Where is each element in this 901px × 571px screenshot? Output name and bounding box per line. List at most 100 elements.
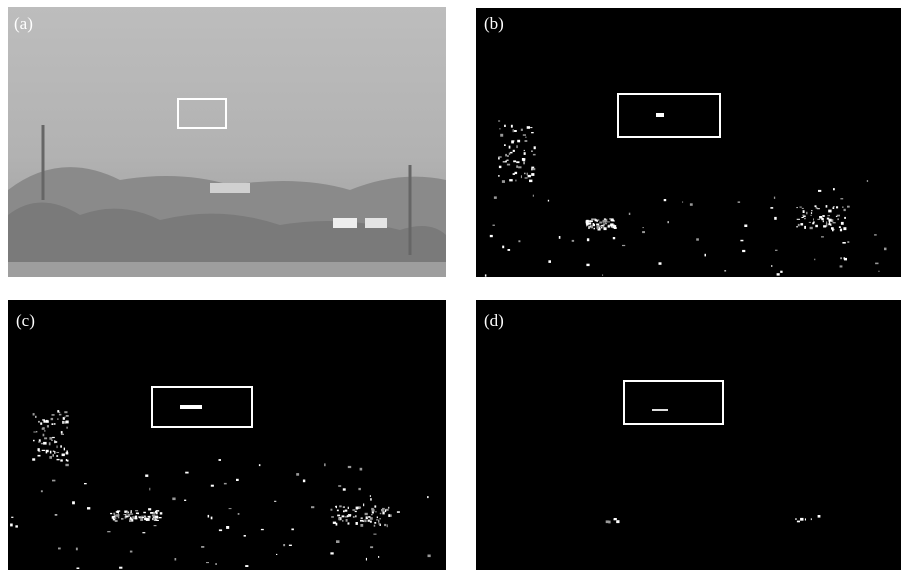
noise-speck [530, 127, 532, 128]
noise-speck [33, 432, 36, 433]
noise-speck [586, 223, 588, 226]
noise-speck [516, 161, 519, 163]
noise-speck [57, 446, 58, 449]
noise-speck [49, 437, 52, 440]
noise-speck [44, 430, 45, 431]
noise-speck [343, 510, 345, 512]
noise-speck [43, 420, 46, 422]
noise-speck [616, 518, 617, 520]
noise-speck [604, 218, 606, 219]
noise-speck [533, 168, 536, 170]
noise-speck [511, 125, 513, 128]
noise-speck [337, 510, 339, 512]
noise-speck [152, 515, 155, 517]
noise-speck [616, 520, 619, 523]
noise-speck [125, 514, 126, 517]
noise-speck [57, 459, 60, 460]
noise-speck [811, 210, 812, 211]
noise-speck [121, 518, 124, 520]
noise-speck [371, 508, 374, 510]
noise-speck [296, 473, 299, 476]
noise-speck [148, 508, 151, 510]
noise-speck [42, 450, 45, 451]
panel-b: (b) [476, 8, 901, 277]
noise-speck [135, 510, 138, 511]
noise-speck [41, 490, 43, 492]
noise-speck [828, 219, 831, 222]
noise-speck [502, 180, 505, 183]
noise-speck [114, 514, 115, 516]
noise-speck [813, 218, 814, 220]
noise-speck [60, 445, 62, 447]
noise-speck [811, 518, 812, 520]
noise-speck [261, 529, 264, 530]
noise-speck [283, 544, 285, 546]
noise-speck [336, 540, 340, 543]
noise-speck [815, 205, 817, 207]
noise-speck [244, 535, 246, 537]
building [365, 218, 387, 228]
ground [8, 262, 446, 277]
noise-speck [358, 488, 361, 490]
noise-speck [53, 454, 54, 457]
noise-speck [548, 200, 549, 202]
noise-speck [337, 515, 340, 517]
noise-speck [374, 505, 376, 507]
noise-speck [385, 509, 386, 512]
noise-speck [219, 459, 222, 461]
noise-speck [76, 548, 78, 551]
target [652, 409, 668, 411]
noise-speck [494, 196, 497, 199]
noise-speck [38, 441, 40, 442]
noise-speck [822, 215, 825, 217]
noise-speck [303, 480, 305, 483]
noise-speck [608, 521, 610, 524]
noise-speck [500, 134, 503, 137]
noise-speck [510, 152, 513, 154]
noise-speck [513, 160, 516, 162]
noise-speck [522, 158, 525, 161]
noise-speck [276, 554, 277, 555]
noise-speck [524, 162, 525, 164]
noise-speck [801, 217, 803, 218]
noise-speck [828, 223, 831, 225]
noise-speck [826, 205, 828, 208]
noise-speck [259, 464, 261, 466]
noise-speck [664, 199, 667, 201]
noise-speck [219, 529, 222, 531]
noise-speck [130, 551, 133, 553]
noise-speck [682, 202, 683, 203]
noise-speck [529, 180, 532, 183]
noise-speck [810, 215, 812, 216]
noise-speck [838, 218, 839, 220]
noise-speck [379, 518, 381, 519]
noise-speck [208, 515, 210, 518]
noise-speck [513, 150, 515, 152]
noise-speck [141, 517, 144, 518]
noise-speck [38, 455, 41, 457]
noise-speck [668, 221, 669, 223]
noise-speck [805, 518, 806, 520]
noise-speck [116, 511, 119, 513]
noise-speck [52, 414, 55, 416]
noise-speck [802, 215, 804, 217]
noise-speck [58, 548, 61, 550]
noise-speck [368, 520, 370, 522]
figure: (a) (b) (c) (d) [0, 0, 901, 571]
noise-speck [815, 225, 818, 227]
noise-speck [66, 427, 67, 429]
noise-speck [533, 195, 534, 197]
noise-speck [525, 140, 528, 142]
noise-speck [840, 265, 843, 267]
noise-speck [60, 459, 63, 461]
noise-speck [833, 188, 835, 190]
noise-speck [38, 421, 39, 423]
noise-speck [49, 442, 51, 445]
noise-speck [132, 516, 135, 519]
noise-speck [818, 190, 821, 192]
noise-speck [61, 431, 63, 434]
noise-speck [517, 140, 520, 143]
noise-speck [521, 129, 523, 131]
noise-speck [774, 197, 775, 199]
panel-a: (a) [8, 7, 446, 277]
